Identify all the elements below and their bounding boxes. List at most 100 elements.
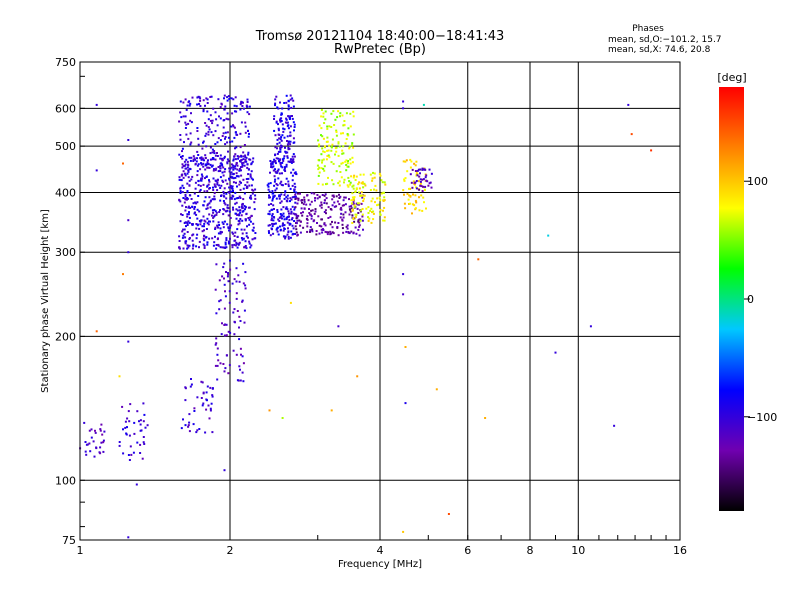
echo-point [210, 95, 213, 98]
echo-point [352, 115, 355, 118]
echo-point [268, 194, 270, 197]
echo-point [274, 189, 277, 192]
echo-point [206, 161, 209, 164]
echo-point [100, 441, 103, 444]
echo-point [237, 157, 240, 160]
echo-point [249, 197, 252, 199]
echo-point [416, 174, 419, 177]
echo-point [179, 190, 182, 193]
echo-point [205, 132, 208, 135]
echo-point [208, 179, 210, 182]
echo-point [292, 168, 295, 171]
echo-point [267, 224, 270, 227]
echo-point [178, 235, 181, 238]
echo-point [192, 423, 195, 426]
echo-point [184, 424, 187, 427]
echo-point [297, 214, 300, 217]
echo-point [292, 160, 295, 163]
echo-point [286, 194, 289, 197]
echo-point [235, 353, 238, 356]
echo-point [310, 209, 313, 212]
echo-point [254, 194, 257, 197]
echo-point [297, 192, 299, 195]
echo-point [254, 237, 257, 240]
echo-point [409, 187, 412, 190]
echo-point [341, 204, 344, 207]
echo-point [219, 106, 222, 109]
echo-point [122, 273, 124, 276]
echo-point [181, 184, 184, 187]
echo-point [295, 231, 298, 234]
echo-point [219, 117, 222, 120]
echo-point [118, 375, 121, 378]
echo-point [202, 183, 205, 186]
echo-point [425, 207, 427, 210]
echo-point [223, 469, 226, 472]
echo-point [334, 147, 337, 150]
echo-point [178, 178, 181, 181]
echo-point [233, 104, 236, 107]
echo-point [231, 282, 234, 285]
echo-point [130, 453, 133, 456]
echo-point [291, 179, 294, 182]
echo-point [202, 215, 205, 218]
echo-point [196, 150, 199, 153]
echo-point [406, 192, 409, 195]
echo-point [184, 174, 187, 177]
echo-point [241, 206, 244, 209]
echo-point [219, 230, 222, 233]
echo-point [245, 178, 248, 180]
x-axis: 1 2 4 6 8 10 16 [77, 535, 687, 557]
echo-point [349, 181, 352, 184]
echo-point [268, 231, 270, 234]
echo-point [291, 155, 294, 158]
echo-point [350, 230, 353, 233]
echo-point [216, 347, 219, 350]
echo-point [344, 203, 347, 206]
echo-point [225, 354, 228, 357]
echo-point [225, 117, 228, 120]
echo-point [289, 236, 292, 239]
echo-point [245, 247, 248, 250]
echo-point [211, 431, 214, 434]
echo-point [238, 183, 241, 186]
echo-point [194, 158, 196, 161]
echo-point [233, 155, 236, 158]
echo-point [122, 452, 125, 455]
echo-point [338, 193, 340, 196]
echo-point [286, 143, 289, 146]
echo-point [337, 141, 340, 144]
echo-point [354, 226, 357, 229]
echo-point [181, 236, 184, 239]
echo-point [313, 219, 316, 222]
echo-point [292, 232, 295, 235]
echo-point [212, 169, 215, 172]
echo-point [289, 94, 292, 97]
echo-point [183, 228, 186, 231]
echo-point [275, 197, 278, 200]
echo-point [363, 182, 366, 185]
echo-point [190, 141, 193, 144]
echo-point [246, 163, 249, 166]
echo-point [253, 208, 256, 211]
echo-point [278, 197, 281, 200]
echo-point [423, 168, 426, 171]
echo-point [322, 158, 325, 161]
echo-point [206, 102, 209, 104]
echo-point [341, 114, 344, 117]
echo-point [415, 201, 418, 204]
echo-point [382, 191, 385, 194]
echo-point [139, 443, 142, 446]
echo-point [246, 225, 248, 228]
echo-point [236, 155, 239, 158]
echo-point [200, 219, 203, 222]
echo-point [219, 154, 222, 157]
echo-point [249, 216, 252, 219]
echo-point [213, 209, 216, 211]
echo-point [271, 214, 274, 217]
echo-point [324, 193, 327, 196]
phase-stats-heading: Phases [632, 24, 664, 34]
echo-point [128, 459, 131, 461]
echo-point [277, 107, 280, 110]
echo-point [222, 190, 225, 193]
